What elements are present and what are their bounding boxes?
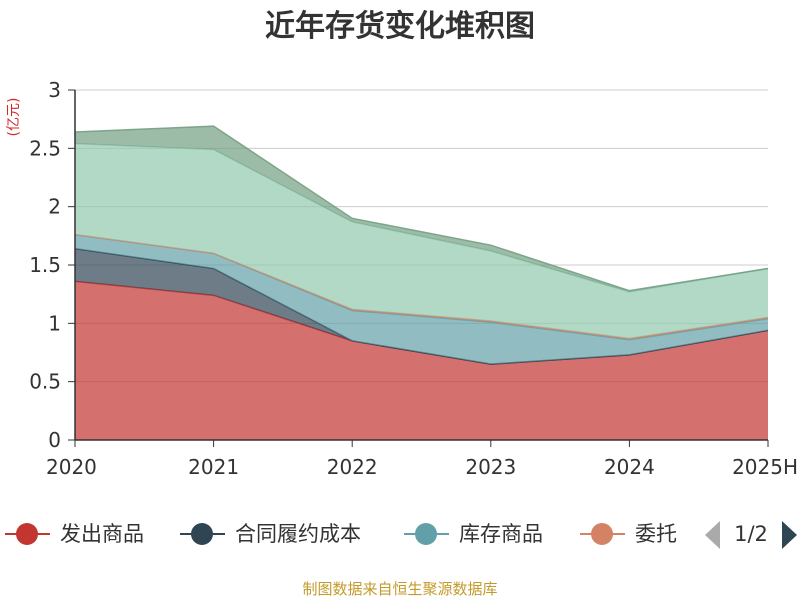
y-tick-label: 0 [48, 428, 61, 452]
area-series-6[interactable] [75, 126, 768, 292]
area-series-5[interactable] [75, 143, 768, 339]
area-series-3[interactable] [75, 234, 768, 365]
legend-page-indicator: 1/2 [734, 522, 768, 546]
series-line-6 [74, 125, 769, 292]
x-tick-label: 2025H [732, 455, 798, 479]
area-series-1[interactable] [75, 281, 768, 440]
y-tick-label: 1.5 [29, 253, 61, 277]
legend-prev-page-icon[interactable] [705, 521, 720, 549]
x-tick-labels: 2020 2021 2022 2023 2024 2025H [46, 455, 798, 479]
area-series [74, 125, 769, 440]
y-tick-label: 2.5 [29, 136, 61, 160]
legend-item[interactable]: 委托 [580, 522, 677, 546]
x-tick-label: 2023 [465, 455, 516, 479]
legend-marker-icon [191, 523, 213, 545]
legend-label: 合同履约成本 [235, 522, 361, 546]
y-tick-labels: 0 0.5 1 1.5 2 2.5 3 [29, 78, 61, 452]
chart-title: 近年存货变化堆积图 [265, 9, 535, 44]
legend-marker-icon [591, 523, 613, 545]
axes [68, 89, 769, 447]
legend-marker-icon [16, 523, 38, 545]
x-tick-label: 2021 [188, 455, 239, 479]
legend-label: 发出商品 [60, 522, 144, 546]
y-tick-label: 1 [48, 311, 61, 335]
x-tick-label: 2024 [604, 455, 655, 479]
legend-item[interactable]: 发出商品 [5, 522, 144, 546]
x-tick-label: 2022 [327, 455, 378, 479]
area-series-4[interactable] [75, 234, 768, 340]
legend[interactable]: 发出商品 合同履约成本 库存商品 委托 [5, 522, 677, 546]
legend-label: 库存商品 [459, 522, 543, 546]
y-tick-label: 0.5 [29, 370, 61, 394]
legend-pager[interactable]: 1/2 [705, 521, 797, 549]
y-axis-label: (亿元) [6, 98, 22, 137]
legend-label: 委托 [635, 522, 677, 546]
legend-item[interactable]: 库存商品 [404, 522, 543, 546]
legend-next-page-icon[interactable] [782, 521, 797, 549]
y-tick-label: 3 [48, 78, 61, 102]
x-tick-label: 2020 [46, 455, 97, 479]
legend-item[interactable]: 合同履约成本 [180, 522, 361, 546]
source-note: 制图数据来自恒生聚源数据库 [302, 580, 497, 598]
y-tick-label: 2 [48, 195, 61, 219]
area-series-2[interactable] [75, 248, 768, 365]
legend-marker-icon [415, 523, 437, 545]
